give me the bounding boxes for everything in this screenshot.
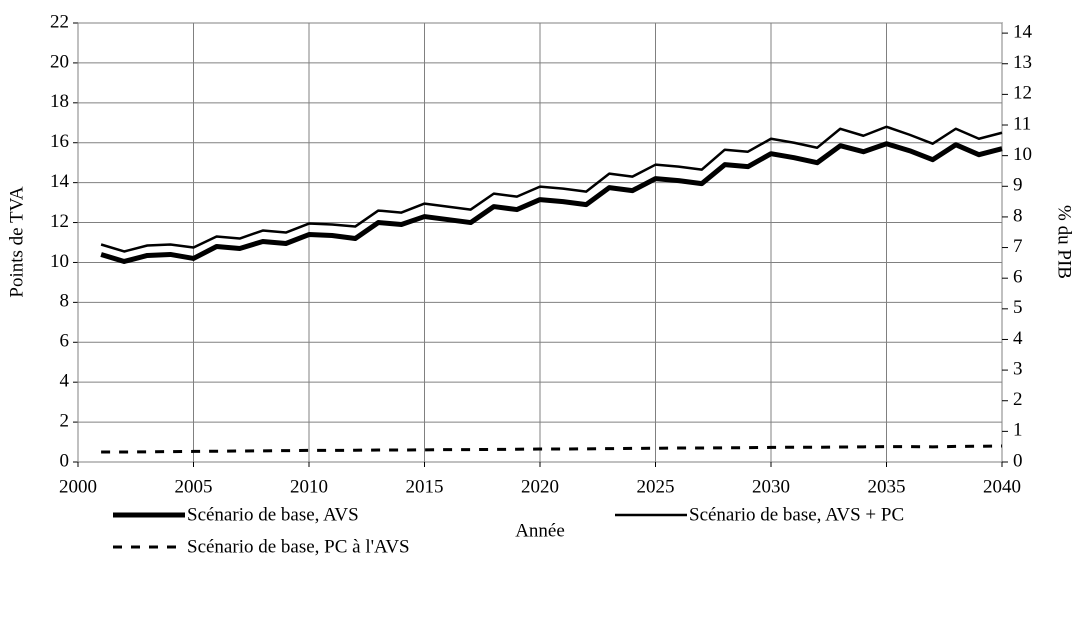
x-tick-label: 2030 bbox=[752, 476, 790, 497]
x-tick-label: 2020 bbox=[521, 476, 559, 497]
y2-tick-label: 12 bbox=[1013, 83, 1032, 104]
y-tick-label: 12 bbox=[50, 211, 69, 232]
x-tick-label: 2000 bbox=[59, 476, 97, 497]
x-tick-label: 2035 bbox=[868, 476, 906, 497]
x-axis-label: Année bbox=[515, 520, 565, 541]
y-tick-label: 6 bbox=[60, 331, 70, 352]
legend-label: Scénario de base, AVS + PC bbox=[689, 504, 904, 525]
y2-tick-label: 1 bbox=[1013, 420, 1023, 441]
x-tick-label: 2010 bbox=[290, 476, 328, 497]
y-tick-label: 2 bbox=[60, 410, 70, 431]
y2-tick-label: 13 bbox=[1013, 52, 1032, 73]
y2-tick-label: 6 bbox=[1013, 267, 1023, 288]
y-tick-label: 10 bbox=[50, 251, 69, 272]
y-axis-label: Points de TVA bbox=[6, 186, 27, 297]
y-tick-label: 8 bbox=[60, 291, 70, 312]
y2-tick-label: 10 bbox=[1013, 144, 1032, 165]
y2-tick-label: 14 bbox=[1013, 21, 1033, 42]
y2-tick-label: 3 bbox=[1013, 358, 1023, 379]
y2-tick-label: 4 bbox=[1013, 328, 1023, 349]
y-tick-label: 22 bbox=[50, 11, 69, 32]
y2-tick-label: 9 bbox=[1013, 175, 1023, 196]
y2-tick-label: 8 bbox=[1013, 205, 1023, 226]
y-tick-label: 16 bbox=[50, 131, 69, 152]
y2-tick-label: 5 bbox=[1013, 297, 1023, 318]
series-line bbox=[100, 141, 1003, 264]
y-tick-label: 20 bbox=[50, 51, 69, 72]
y-tick-label: 18 bbox=[50, 91, 69, 112]
y-tick-label: 14 bbox=[50, 171, 70, 192]
legend-label: Scénario de base, PC à l'AVS bbox=[187, 536, 410, 557]
y2-tick-label: 2 bbox=[1013, 389, 1023, 410]
y-tick-label: 0 bbox=[60, 450, 70, 471]
x-tick-label: 2015 bbox=[406, 476, 444, 497]
x-tick-label: 2040 bbox=[983, 476, 1021, 497]
x-tick-label: 2025 bbox=[637, 476, 675, 497]
y2-tick-label: 7 bbox=[1013, 236, 1023, 257]
y2-tick-label: 0 bbox=[1013, 450, 1023, 471]
y2-tick-label: 11 bbox=[1013, 113, 1031, 134]
y-tick-label: 4 bbox=[60, 371, 70, 392]
y2-axis-label: % du PIB bbox=[1054, 205, 1075, 279]
series-line bbox=[101, 444, 1003, 454]
legend-label: Scénario de base, AVS bbox=[187, 504, 359, 525]
x-tick-label: 2005 bbox=[175, 476, 213, 497]
series-line bbox=[100, 125, 1003, 253]
